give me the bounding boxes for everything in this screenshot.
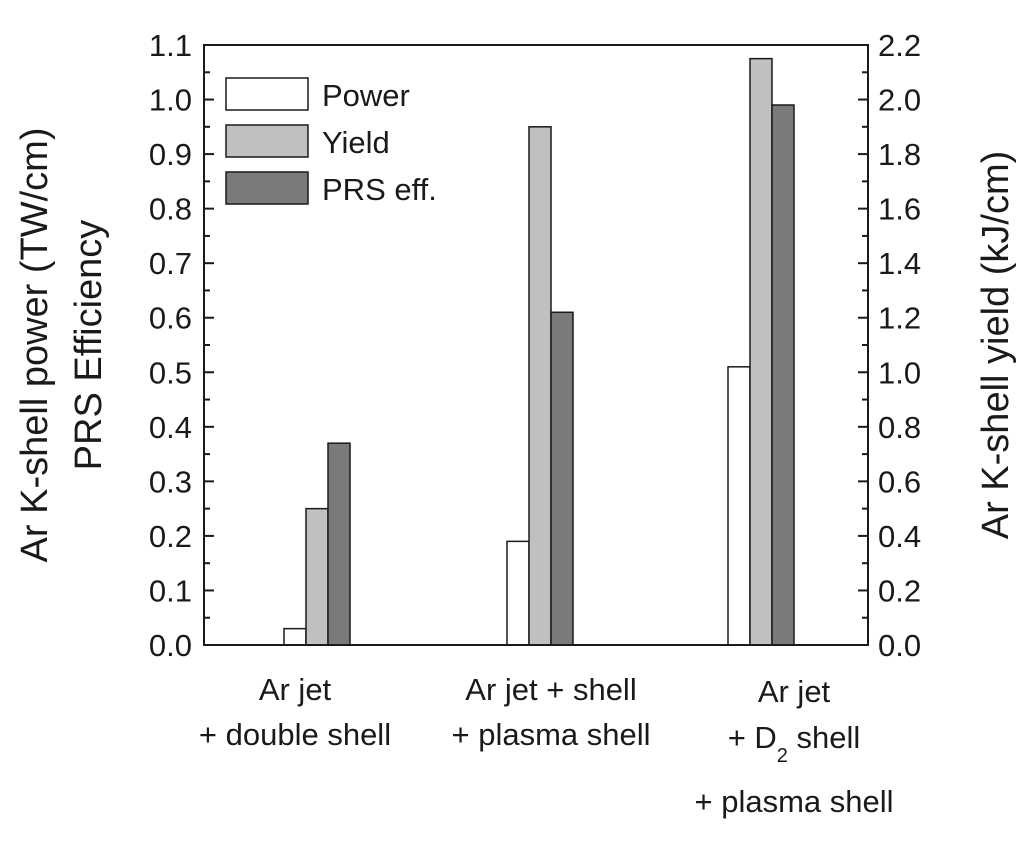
right-tick-label: 0.2 bbox=[878, 573, 921, 608]
legend-label-prs-eff: PRS eff. bbox=[322, 172, 437, 207]
left-tick-label: 0.9 bbox=[149, 137, 192, 172]
left-tick-label: 0.4 bbox=[149, 410, 192, 445]
right-tick-label: 0.0 bbox=[878, 628, 921, 663]
category-1-line-2: + double shell bbox=[199, 717, 391, 752]
left-tick-label: 0.3 bbox=[149, 464, 192, 499]
category-3-line-3: + plasma shell bbox=[694, 784, 893, 819]
left-tick-label: 0.0 bbox=[149, 628, 192, 663]
bar-prs-eff-1 bbox=[327, 442, 351, 646]
right-axis-label: Ar K-shell yield (kJ/cm) bbox=[975, 151, 1017, 540]
bars-layer bbox=[283, 57, 795, 646]
category-2-line-2: + plasma shell bbox=[451, 717, 650, 752]
right-axis: 0.0 0.2 0.4 0.6 0.8 1.0 1.2 1.4 1.6 1.8 2.0 2.2 bbox=[858, 28, 921, 663]
right-tick-label: 0.8 bbox=[878, 410, 921, 445]
left-tick-label: 0.6 bbox=[149, 301, 192, 336]
bar-yield-2 bbox=[528, 126, 552, 646]
left-tick-label: 0.5 bbox=[149, 355, 192, 390]
right-tick-label: 1.0 bbox=[878, 355, 921, 390]
bar-yield-1 bbox=[305, 507, 329, 646]
left-tick-label: 0.7 bbox=[149, 246, 192, 281]
legend-swatch-yield bbox=[225, 124, 309, 158]
legend-swatch-power bbox=[225, 77, 309, 111]
left-tick-label: 0.2 bbox=[149, 519, 192, 554]
category-3-shell-suffix: shell bbox=[788, 720, 860, 755]
category-2-line-1: Ar jet + shell bbox=[465, 672, 636, 707]
left-axis-label-power: Ar K-shell power (TW/cm) bbox=[14, 128, 56, 563]
left-tick-label: 0.8 bbox=[149, 192, 192, 227]
legend-label-yield: Yield bbox=[322, 125, 390, 160]
right-tick-label: 2.2 bbox=[878, 28, 921, 63]
category-labels: Ar jet + double shell Ar jet + shell + plas… bbox=[199, 672, 894, 819]
right-tick-label: 2.0 bbox=[878, 83, 921, 118]
category-3-d-prefix: + D bbox=[728, 720, 777, 755]
category-3-line-1: Ar jet bbox=[758, 674, 831, 709]
bar-power-1 bbox=[283, 627, 307, 646]
right-tick-label: 0.6 bbox=[878, 464, 921, 499]
right-tick-label: 1.8 bbox=[878, 137, 921, 172]
right-tick-label: 1.4 bbox=[878, 246, 921, 281]
left-axis-label-efficiency: PRS Efficiency bbox=[68, 220, 110, 471]
legend: Power Yield PRS eff. bbox=[225, 77, 437, 207]
category-3-line-2: + D2 shell bbox=[728, 720, 861, 767]
left-tick-label: 1.0 bbox=[149, 83, 192, 118]
bar-power-3 bbox=[727, 366, 751, 646]
bar-yield-3 bbox=[749, 57, 773, 646]
right-tick-label: 0.4 bbox=[878, 519, 921, 554]
category-3-subscript: 2 bbox=[777, 745, 788, 767]
legend-label-power: Power bbox=[322, 78, 410, 113]
right-tick-label: 1.2 bbox=[878, 301, 921, 336]
legend-swatch-prs-eff bbox=[225, 171, 309, 205]
bar-power-2 bbox=[506, 540, 530, 646]
bar-prs-eff-2 bbox=[550, 311, 574, 646]
left-axis: 0.0 0.1 0.2 0.3 0.4 0.5 0.6 0.7 0.8 0.9 1.0 1.1 bbox=[149, 28, 214, 663]
right-tick-label: 1.6 bbox=[878, 192, 921, 227]
category-1-line-1: Ar jet bbox=[259, 672, 332, 707]
left-tick-label: 0.1 bbox=[149, 573, 192, 608]
left-tick-label: 1.1 bbox=[149, 28, 192, 63]
bar-prs-eff-3 bbox=[771, 104, 795, 646]
